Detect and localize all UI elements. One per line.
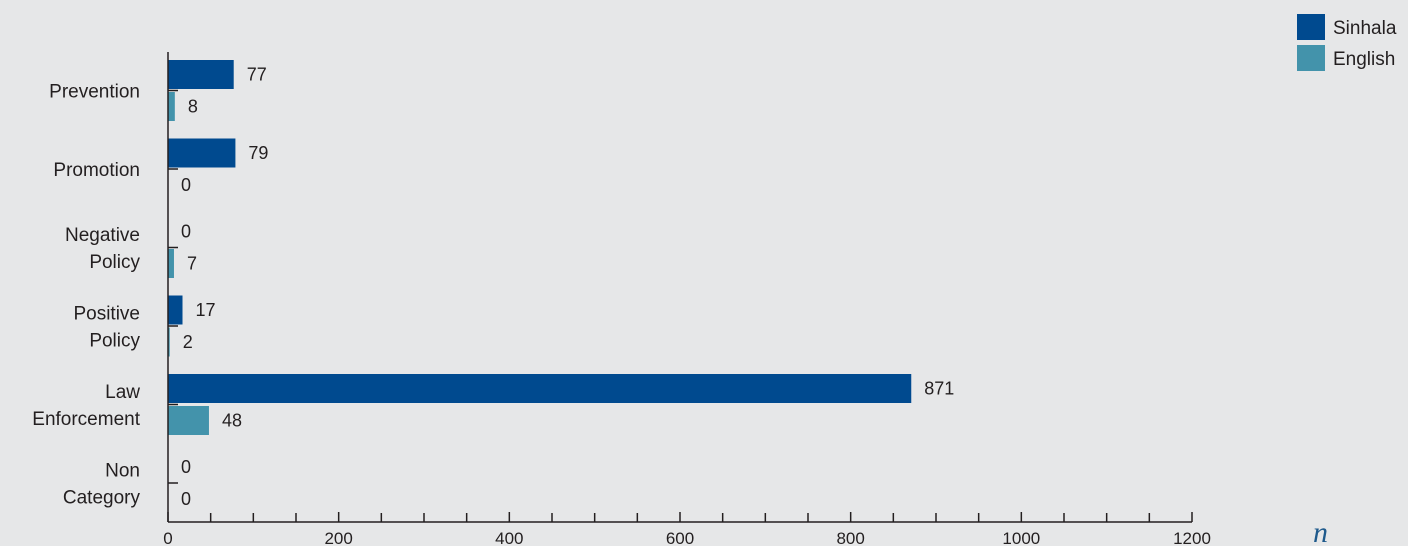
bar-sinhala xyxy=(168,374,912,403)
bar-english xyxy=(168,406,209,435)
category-label: Law xyxy=(105,382,140,403)
bar-sinhala xyxy=(168,295,183,325)
value-label: 0 xyxy=(181,457,191,477)
category-label: Promotion xyxy=(53,160,140,181)
x-tick-label: 800 xyxy=(836,529,864,546)
x-tick-label: 0 xyxy=(163,529,172,546)
x-tick-label: 200 xyxy=(324,529,352,546)
x-tick-label: 600 xyxy=(666,529,694,546)
category-label: Positive xyxy=(73,304,140,325)
category-label: Prevention xyxy=(49,82,140,103)
bar-english xyxy=(168,249,174,278)
legend-swatch-sinhala xyxy=(1297,14,1325,40)
bar-sinhala xyxy=(168,138,236,168)
bar-english xyxy=(168,92,175,121)
value-label: 0 xyxy=(181,222,191,242)
legend-swatch-english xyxy=(1297,45,1325,71)
legend-label-sinhala: Sinhala xyxy=(1333,18,1397,39)
bar-sinhala xyxy=(168,60,234,89)
value-label: 17 xyxy=(196,300,216,320)
value-label: 871 xyxy=(924,379,954,399)
value-label: 2 xyxy=(183,332,193,352)
x-axis-label: n xyxy=(1313,516,1328,546)
bar-english xyxy=(168,327,170,357)
legend-label-english: English xyxy=(1333,49,1395,70)
value-label: 48 xyxy=(222,411,242,431)
value-label: 0 xyxy=(181,175,191,195)
legend: Sinhala English xyxy=(1297,14,1397,71)
value-label: 8 xyxy=(188,97,198,117)
category-label: Policy xyxy=(89,331,140,352)
category-label: Negative xyxy=(65,225,140,246)
x-tick-label: 1000 xyxy=(1002,529,1040,546)
category-label: Policy xyxy=(89,252,140,273)
value-label: 7 xyxy=(187,254,197,274)
value-label: 79 xyxy=(248,143,268,163)
x-tick-label: 400 xyxy=(495,529,523,546)
category-label: Non xyxy=(105,461,140,482)
category-label: Enforcement xyxy=(32,409,140,430)
category-label: Category xyxy=(63,488,141,509)
value-label: 77 xyxy=(247,65,267,85)
plot-area: 77 8 Prevention 79 0 Promotion 0 7 Negative Polic… xyxy=(32,52,1211,546)
value-label: 0 xyxy=(181,489,191,509)
x-tick-label: 1200 xyxy=(1173,529,1211,546)
